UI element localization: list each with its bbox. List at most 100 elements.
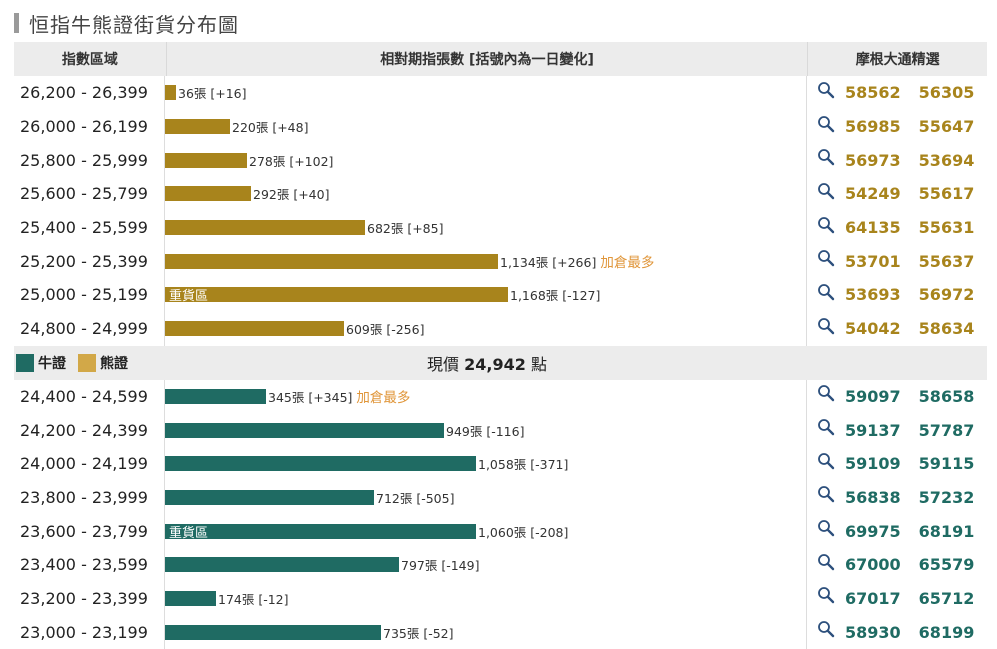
warrant-code-link[interactable]: 65579 bbox=[919, 555, 975, 574]
warrant-code-link[interactable]: 53694 bbox=[919, 151, 975, 170]
range-label: 25,400 - 25,599 bbox=[14, 218, 164, 237]
warrant-codes: 64135 55631 bbox=[806, 211, 987, 245]
warrant-code-link[interactable]: 59115 bbox=[919, 454, 975, 473]
warrant-codes: 56985 55647 bbox=[806, 110, 987, 144]
heavy-zone-label: 重貨區 bbox=[165, 522, 208, 541]
range-label: 23,000 - 23,199 bbox=[14, 623, 164, 642]
warrant-code-link[interactable]: 59109 bbox=[845, 454, 901, 473]
warrant-code-link[interactable]: 56838 bbox=[845, 488, 901, 507]
warrant-code-link[interactable]: 55617 bbox=[919, 184, 975, 203]
warrant-code-link[interactable]: 53693 bbox=[845, 285, 901, 304]
warrant-code-link[interactable]: 64135 bbox=[845, 218, 901, 237]
warrant-code-link[interactable]: 57787 bbox=[919, 421, 975, 440]
warrant-codes: 56973 53694 bbox=[806, 143, 987, 177]
warrant-codes: 58562 56305 bbox=[806, 76, 987, 110]
bear-bar bbox=[165, 119, 230, 134]
warrant-code-link[interactable]: 68199 bbox=[919, 623, 975, 642]
bar-cell: 220張 [+48] bbox=[164, 110, 806, 144]
warrant-code-link[interactable]: 65712 bbox=[919, 589, 975, 608]
heavy-zone-label: 重貨區 bbox=[165, 285, 208, 304]
page-title: 恒指牛熊證街貨分布圖 bbox=[14, 8, 239, 38]
warrant-code-link[interactable]: 53701 bbox=[845, 252, 901, 271]
search-icon[interactable] bbox=[817, 519, 835, 537]
bar-cell: 609張 [-256] bbox=[164, 312, 806, 346]
range-label: 26,200 - 26,399 bbox=[14, 83, 164, 102]
header-codes: 摩根大通精選 bbox=[808, 49, 987, 69]
search-icon[interactable] bbox=[817, 148, 835, 166]
header-bars: 相對期指張數 [括號內為一日變化] bbox=[167, 49, 808, 69]
search-icon[interactable] bbox=[817, 317, 835, 335]
warrant-code-link[interactable]: 67000 bbox=[845, 555, 901, 574]
most-added-tag: 加倉最多 bbox=[600, 251, 654, 271]
most-added-tag: 加倉最多 bbox=[356, 386, 410, 406]
warrant-code-link[interactable]: 55637 bbox=[919, 252, 975, 271]
bar-cell: 1,058張 [-371] bbox=[164, 447, 806, 481]
bar-cell: 735張 [-52] bbox=[164, 615, 806, 649]
warrant-code-link[interactable]: 56973 bbox=[845, 151, 901, 170]
search-icon[interactable] bbox=[817, 418, 835, 436]
search-icon[interactable] bbox=[817, 115, 835, 133]
bar-count-label: 735張 [-52] bbox=[383, 623, 454, 642]
page-title-text: 恒指牛熊證街貨分布圖 bbox=[29, 9, 239, 38]
bar-cell: 36張 [+16] bbox=[164, 76, 806, 110]
warrant-code-link[interactable]: 69975 bbox=[845, 522, 901, 541]
warrant-code-link[interactable]: 58562 bbox=[845, 83, 901, 102]
range-label: 23,400 - 23,599 bbox=[14, 555, 164, 574]
range-label: 25,600 - 25,799 bbox=[14, 184, 164, 203]
search-icon[interactable] bbox=[817, 283, 835, 301]
title-accent-bar bbox=[14, 13, 19, 33]
search-icon[interactable] bbox=[817, 182, 835, 200]
warrant-code-link[interactable]: 58634 bbox=[919, 319, 975, 338]
warrant-code-link[interactable]: 56972 bbox=[919, 285, 975, 304]
warrant-code-link[interactable]: 57232 bbox=[919, 488, 975, 507]
search-icon[interactable] bbox=[817, 216, 835, 234]
current-price-row: 牛證 熊證 現價 24,942 點 bbox=[14, 346, 987, 380]
bar-count-label: 174張 [-12] bbox=[218, 589, 289, 608]
warrant-codes: 54249 55617 bbox=[806, 177, 987, 211]
warrant-code-link[interactable]: 59137 bbox=[845, 421, 901, 440]
bull-bar bbox=[165, 490, 374, 505]
search-icon[interactable] bbox=[817, 586, 835, 604]
warrant-code-link[interactable]: 54249 bbox=[845, 184, 901, 203]
bar-count-label: 278張 [+102] bbox=[249, 151, 333, 170]
warrant-codes: 53701 55637 bbox=[806, 244, 987, 278]
bar-count-label: 1,060張 [-208] bbox=[478, 522, 568, 541]
warrant-code-link[interactable]: 56985 bbox=[845, 117, 901, 136]
warrant-code-link[interactable]: 68191 bbox=[919, 522, 975, 541]
bar-cell: 797張 [-149] bbox=[164, 548, 806, 582]
warrant-code-link[interactable]: 67017 bbox=[845, 589, 901, 608]
search-icon[interactable] bbox=[817, 485, 835, 503]
bar-count-label: 609張 [-256] bbox=[346, 319, 424, 338]
search-icon[interactable] bbox=[817, 452, 835, 470]
bar-count-label: 797張 [-149] bbox=[401, 555, 479, 574]
range-label: 23,600 - 23,799 bbox=[14, 522, 164, 541]
warrant-codes: 54042 58634 bbox=[806, 312, 987, 346]
search-icon[interactable] bbox=[817, 249, 835, 267]
legend-bear-label: 熊證 bbox=[100, 353, 128, 373]
search-icon[interactable] bbox=[817, 81, 835, 99]
bar-count-label: 1,058張 [-371] bbox=[478, 454, 568, 473]
warrant-code-link[interactable]: 58658 bbox=[919, 387, 975, 406]
warrant-code-link[interactable]: 59097 bbox=[845, 387, 901, 406]
bar-cell: 292張 [+40] bbox=[164, 177, 806, 211]
warrant-code-link[interactable]: 58930 bbox=[845, 623, 901, 642]
current-price: 現價 24,942 點 bbox=[166, 351, 808, 375]
range-label: 24,400 - 24,599 bbox=[14, 387, 164, 406]
legend: 牛證 熊證 bbox=[14, 353, 166, 373]
warrant-codes: 67017 65712 bbox=[806, 582, 987, 616]
search-icon[interactable] bbox=[817, 384, 835, 402]
warrant-code-link[interactable]: 54042 bbox=[845, 319, 901, 338]
warrant-code-link[interactable]: 55647 bbox=[919, 117, 975, 136]
search-icon[interactable] bbox=[817, 553, 835, 571]
warrant-code-link[interactable]: 56305 bbox=[919, 83, 975, 102]
warrant-code-link[interactable]: 55631 bbox=[919, 218, 975, 237]
bar-cell: 712張 [-505] bbox=[164, 481, 806, 515]
search-icon[interactable] bbox=[817, 620, 835, 638]
